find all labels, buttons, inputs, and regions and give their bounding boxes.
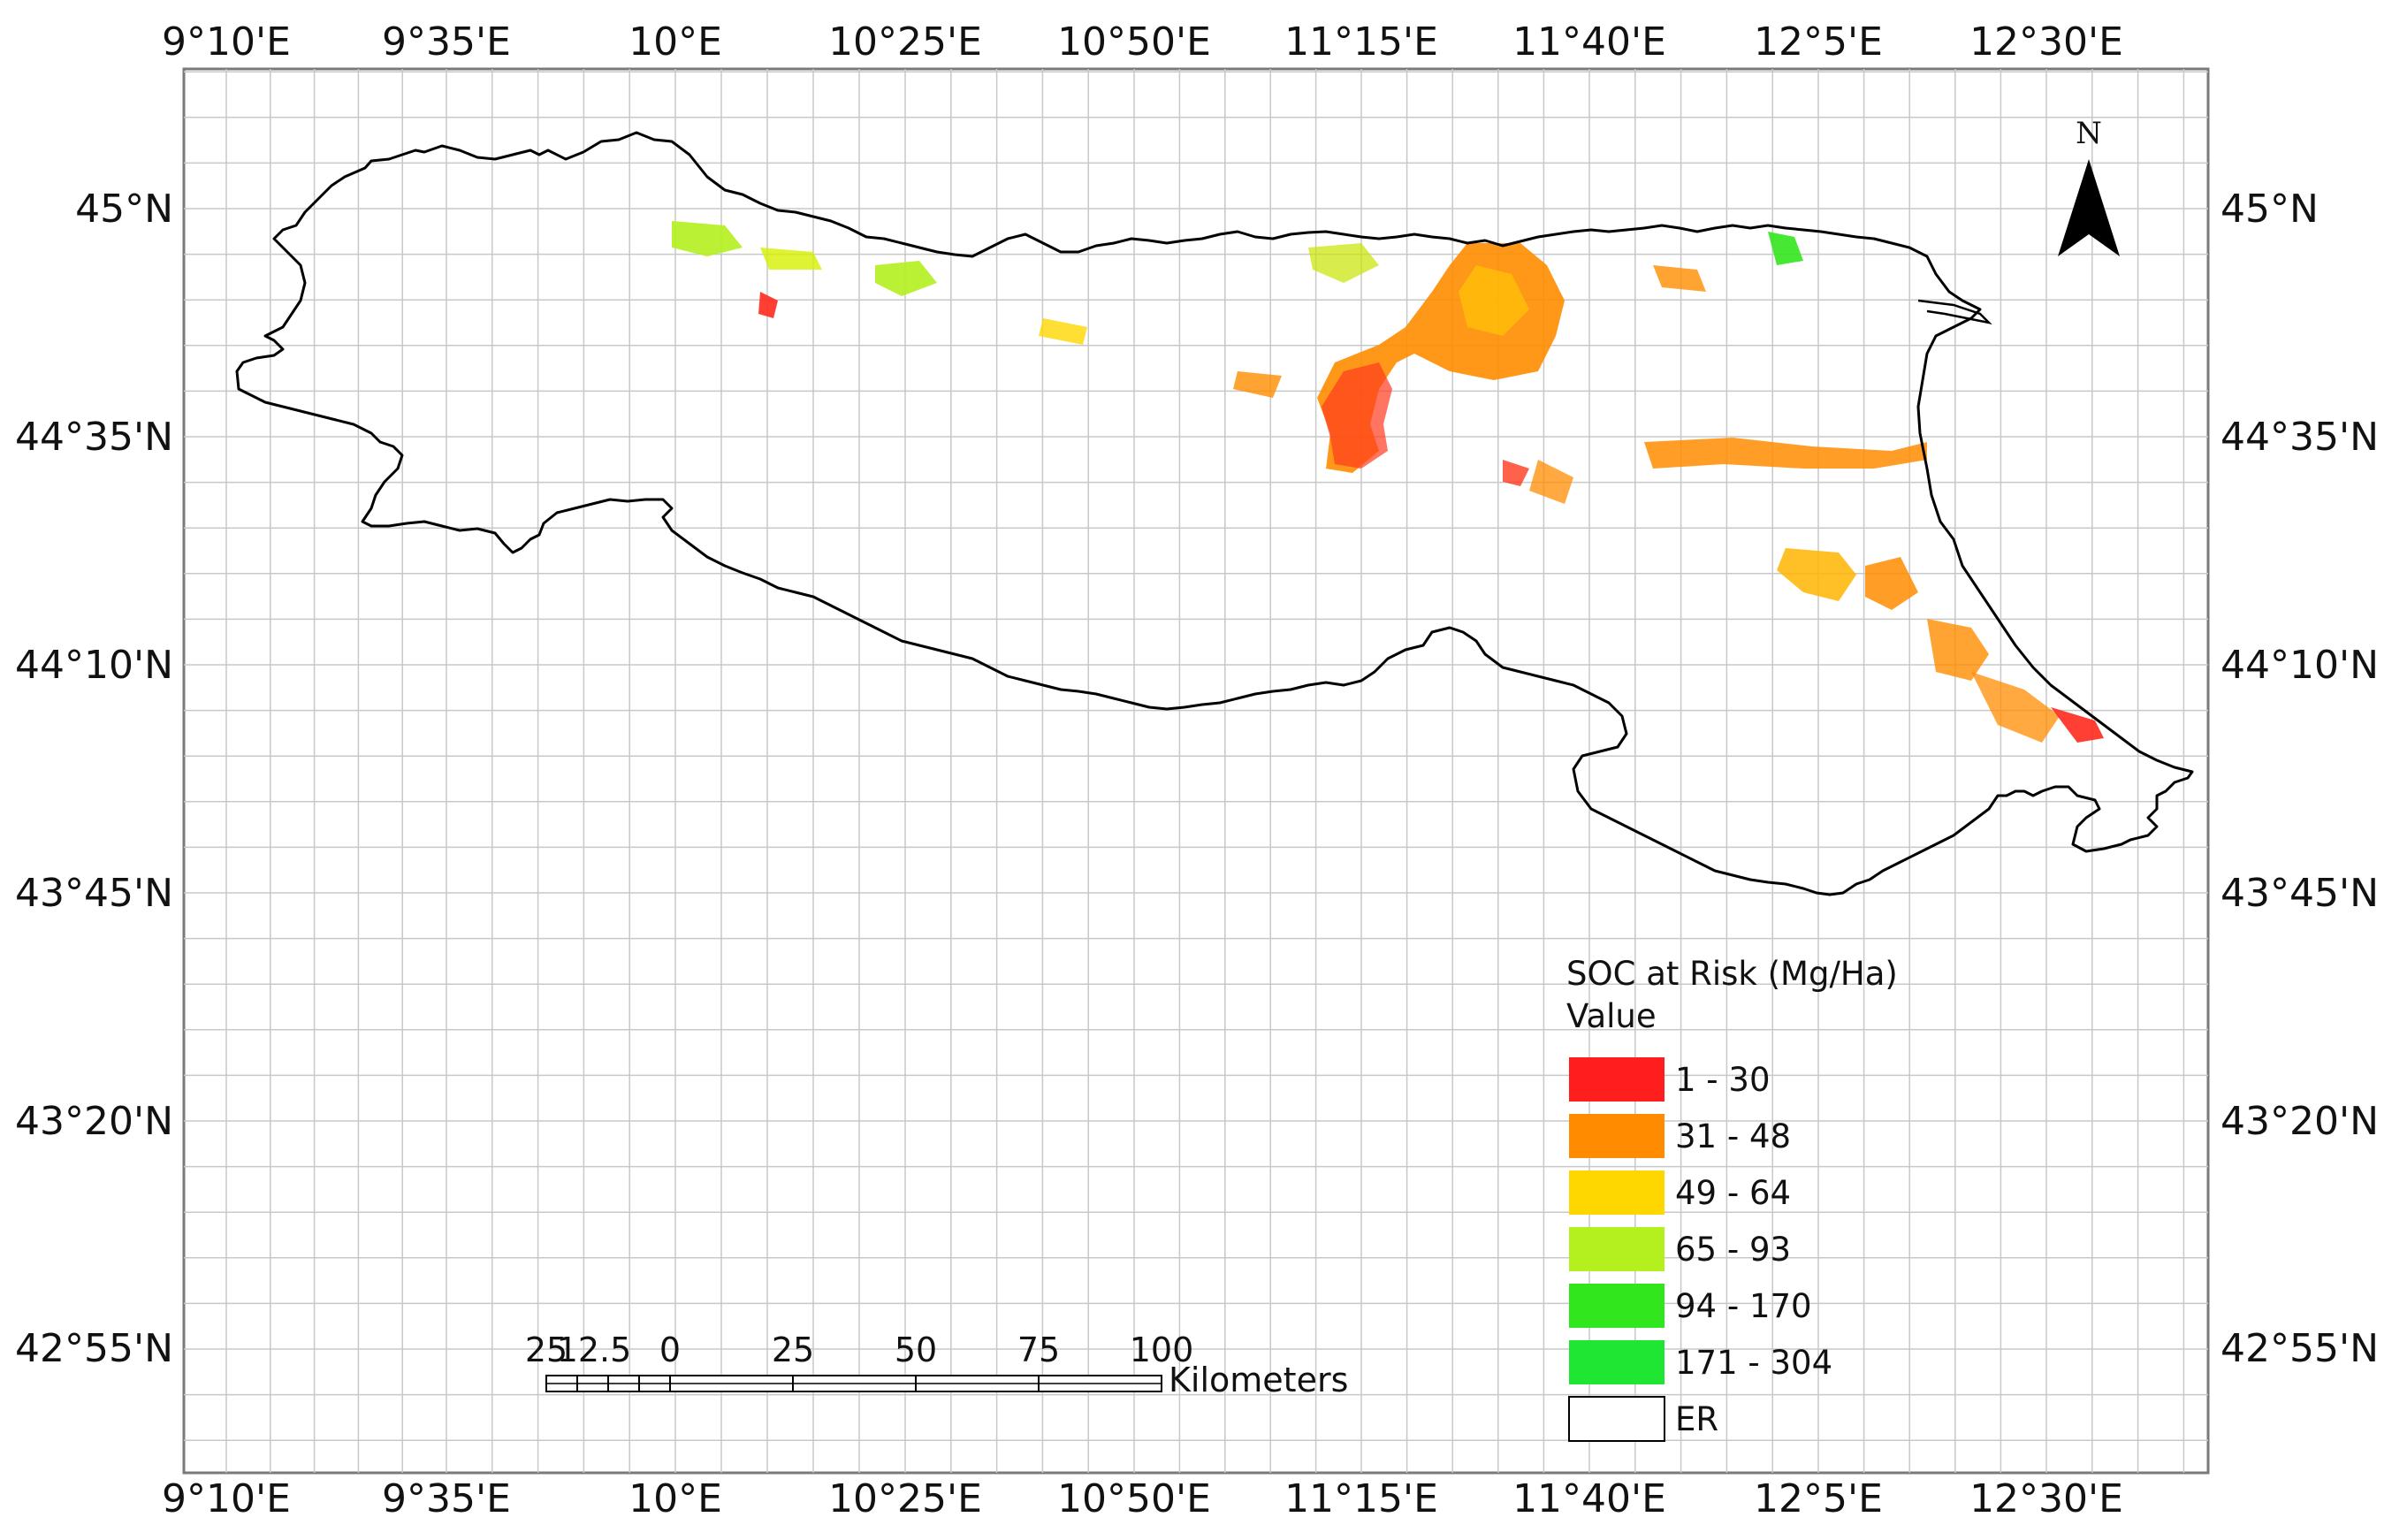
soc-patch-northeast-green <box>1768 232 1803 265</box>
coord-label: 10°25'E <box>828 1476 982 1521</box>
soc-patch-east-1 <box>1777 548 1856 601</box>
coord-label: 44°10'N <box>15 643 173 688</box>
coord-label: 10°25'E <box>828 19 982 65</box>
legend-swatch <box>1569 1057 1664 1102</box>
legend-subtitle: Value <box>1566 997 1657 1035</box>
soc-patch-east-3 <box>1927 619 1989 681</box>
coord-label: 12°30'E <box>1969 1476 2123 1521</box>
soc-patch-east-5 <box>2051 707 2104 743</box>
soc-patch-west-red <box>758 292 778 318</box>
soc-patch-red-central <box>1322 362 1392 469</box>
coord-label: 10°E <box>628 1476 722 1521</box>
coord-label: 44°35'N <box>2221 415 2379 460</box>
legend-label: 94 - 170 <box>1675 1287 1812 1325</box>
bottom-longitude-labels: 9°10'E 9°35'E 10°E 10°25'E 10°50'E 11°15'E 11°… <box>162 1476 2123 1521</box>
coord-label: 9°35'E <box>382 19 511 65</box>
soc-patch-mid-yellow <box>1039 318 1087 345</box>
scale-label: 50 <box>895 1330 937 1369</box>
coord-label: 11°15'E <box>1284 19 1438 65</box>
coord-label: 42°55'N <box>2221 1326 2379 1371</box>
coord-label: 43°45'N <box>15 871 173 916</box>
top-longitude-labels: 9°10'E 9°35'E 10°E 10°25'E 10°50'E 11°15'E 11°… <box>162 19 2123 65</box>
soc-patch-south-orange <box>1529 460 1573 504</box>
soc-patch-northeast-orange <box>1653 265 1706 292</box>
scale-unit: Kilometers <box>1169 1361 1348 1399</box>
legend-swatch <box>1569 1114 1664 1158</box>
soc-patch-west-yellow <box>1308 243 1379 283</box>
legend: SOC at Risk (Mg/Ha) Value 1 - 30 31 - 48 4… <box>1566 955 1898 1442</box>
soc-patch-east-2 <box>1865 557 1918 610</box>
coord-label: 43°20'N <box>15 1099 173 1144</box>
legend-items: 1 - 30 31 - 48 49 - 64 65 - 93 94 - 170 171 -… <box>1568 1057 1832 1442</box>
legend-swatch <box>1569 1227 1664 1271</box>
coord-label: 11°40'E <box>1512 1476 1666 1521</box>
legend-swatch <box>1568 1396 1665 1442</box>
soc-patch-east-4 <box>1971 672 2060 743</box>
soc-patch-mid-orange <box>1233 371 1282 398</box>
scale-label: 100 <box>1130 1330 1194 1369</box>
soc-patch-south-red <box>1503 460 1529 486</box>
legend-swatch <box>1569 1284 1664 1328</box>
north-arrow: N <box>2058 116 2120 256</box>
coord-label: 42°55'N <box>15 1326 173 1371</box>
coord-label: 12°5'E <box>1754 19 1883 65</box>
soc-patch-west-green-1 <box>672 221 743 256</box>
scale-label: 25 <box>525 1330 568 1369</box>
legend-label: 49 - 64 <box>1675 1174 1791 1212</box>
coord-label: 11°15'E <box>1284 1476 1438 1521</box>
coord-label: 43°45'N <box>2221 871 2379 916</box>
legend-swatch <box>1569 1340 1664 1384</box>
north-arrow-icon <box>2058 159 2120 256</box>
graticule-grid <box>184 69 2208 1473</box>
coord-label: 45°N <box>75 187 173 232</box>
po-delta-spit <box>1917 299 1992 325</box>
legend-swatch <box>1569 1170 1664 1215</box>
scale-label: 25 <box>772 1330 814 1369</box>
right-latitude-labels: 45°N 44°35'N 44°10'N 43°45'N 43°20'N 42°55'N <box>2221 187 2379 1371</box>
left-latitude-labels: 45°N 44°35'N 44°10'N 43°45'N 43°20'N 42°55'N <box>15 187 173 1371</box>
coord-label: 12°5'E <box>1754 1476 1883 1521</box>
soc-patch-east-band <box>1644 438 1927 469</box>
coord-label: 44°35'N <box>15 415 173 460</box>
coord-label: 10°50'E <box>1057 1476 1211 1521</box>
coord-label: 9°35'E <box>382 1476 511 1521</box>
coord-label: 9°10'E <box>162 1476 291 1521</box>
coord-label: 10°E <box>628 19 722 65</box>
coord-label: 10°50'E <box>1057 19 1211 65</box>
coord-label: 45°N <box>2221 187 2319 232</box>
legend-label: 65 - 93 <box>1675 1231 1791 1269</box>
coord-label: 44°10'N <box>2221 643 2379 688</box>
scale-label: 0 <box>659 1330 681 1369</box>
coord-label: 11°40'E <box>1512 19 1666 65</box>
legend-label: ER <box>1675 1400 1718 1438</box>
legend-label: 171 - 304 <box>1675 1344 1832 1382</box>
soc-patch-west-green-3 <box>760 248 822 270</box>
scale-label: 12.5 <box>557 1330 632 1369</box>
coord-label: 12°30'E <box>1969 19 2123 65</box>
north-label: N <box>2076 116 2102 151</box>
coord-label: 9°10'E <box>162 19 291 65</box>
legend-label: 1 - 30 <box>1675 1061 1771 1099</box>
soc-patch-west-green-2 <box>875 261 937 296</box>
map-frame <box>182 67 2210 1475</box>
legend-title: SOC at Risk (Mg/Ha) <box>1566 955 1898 993</box>
soc-patches <box>672 221 2104 743</box>
legend-label: 31 - 48 <box>1675 1117 1791 1155</box>
er-region-boundary <box>235 131 2194 896</box>
soc-patch-yellow-central <box>1459 265 1529 336</box>
scale-label: 75 <box>1017 1330 1060 1369</box>
coord-label: 43°20'N <box>2221 1099 2379 1144</box>
